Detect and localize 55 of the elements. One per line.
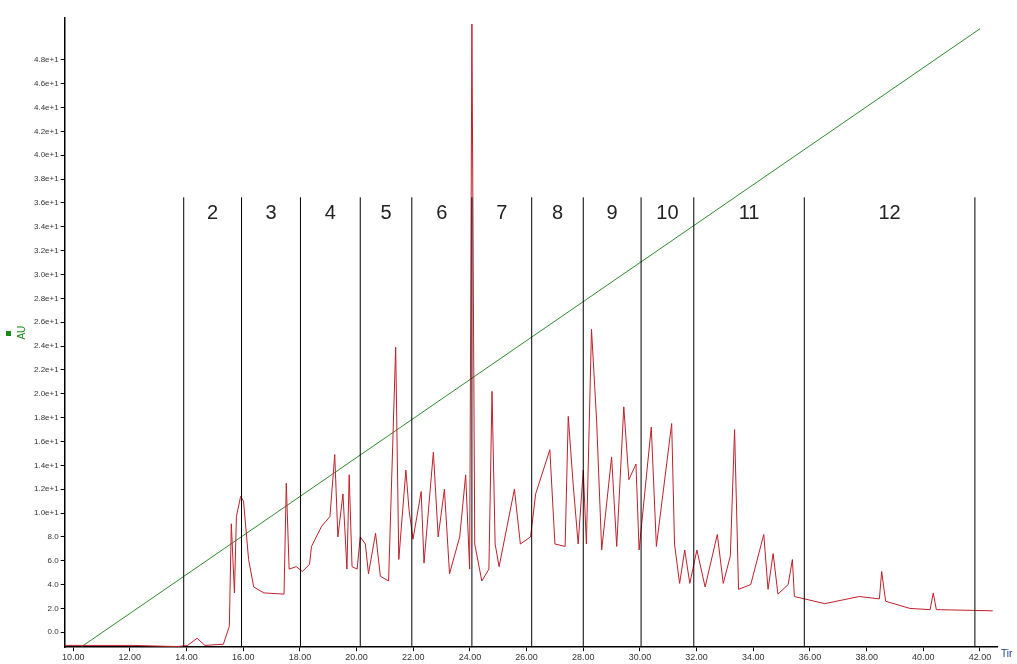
annotation: 7 [496,200,508,223]
x-tick-label: 12.00 [118,652,142,663]
x-tick-label: 20.00 [345,652,368,663]
x-tick-label: 18.00 [288,652,312,663]
annotation: 2 [207,200,219,223]
annotation: 12 [878,200,901,223]
y-tick-label: 3.8e+1 [33,174,60,184]
x-tick-label: 36.00 [798,652,822,663]
annotation: 6 [436,200,448,223]
x-tick-label: 22.00 [401,652,425,663]
y-tick-label: 4.6e+1 [33,78,60,88]
y-tick-label: 1.8e+1 [33,412,60,422]
annotation: 10 [656,200,679,223]
annotation: 8 [551,200,564,223]
y-tick-label: 2.4e+1 [33,341,60,351]
x-tick-label: 14.00 [175,652,198,663]
y-tick-label: 4.2e+1 [33,126,60,136]
y-tick-label: 2.8e+1 [33,293,60,303]
y-tick-label: 4.0e+1 [33,150,60,160]
x-tick-label: 30.00 [628,652,652,663]
annotation: 3 [265,200,277,223]
y-tick-label: 2.2e+1 [33,365,60,375]
y-tick-label: 3.0e+1 [33,269,60,279]
x-tick-label: 26.00 [515,652,538,663]
x-tick-label: 24.00 [458,652,482,663]
annotation: 4 [324,200,336,223]
y-tick-label: 3.4e+1 [33,221,60,231]
annotation: 5 [380,200,392,223]
x-tick-label: 40.00 [912,652,935,663]
y-tick-label: 2.0e+1 [33,388,60,398]
x-tick-label: 42.00 [968,652,992,663]
y-tick-label: 6.0 [47,555,60,565]
x-tick-label: 28.00 [572,652,595,663]
x-tick-label: 10.00 [61,652,85,663]
y-tick-label: 2.0 [47,603,60,613]
y-tick-label: 3.6e+1 [33,198,60,208]
y-tick-label: 1.4e+1 [33,460,60,470]
x-tick-label: 32.00 [685,652,708,663]
x-axis-title: Tir [1001,647,1013,659]
y-tick-label: 1.0e+1 [33,508,60,518]
y-tick-label: 3.2e+1 [33,245,60,255]
x-tick-label: 16.00 [231,652,255,663]
x-tick-label: 34.00 [742,652,765,663]
y-tick-label: 4.0 [47,579,60,589]
y-tick-label: 1.2e+1 [33,484,60,494]
y-tick-label: 4.8e+1 [33,54,60,64]
y-tick-label: 1.6e+1 [33,436,60,446]
y-tick-label: 0.0 [47,627,60,637]
y-axis-title: AU [15,325,27,340]
y-tick-label: 8.0 [47,532,60,542]
annotation: 11 [738,200,760,223]
annotation: 9 [606,200,618,223]
y-tick-label: 2.6e+1 [33,317,60,327]
y-tick-label: 4.4e+1 [33,102,60,112]
x-tick-label: 38.00 [855,652,878,663]
